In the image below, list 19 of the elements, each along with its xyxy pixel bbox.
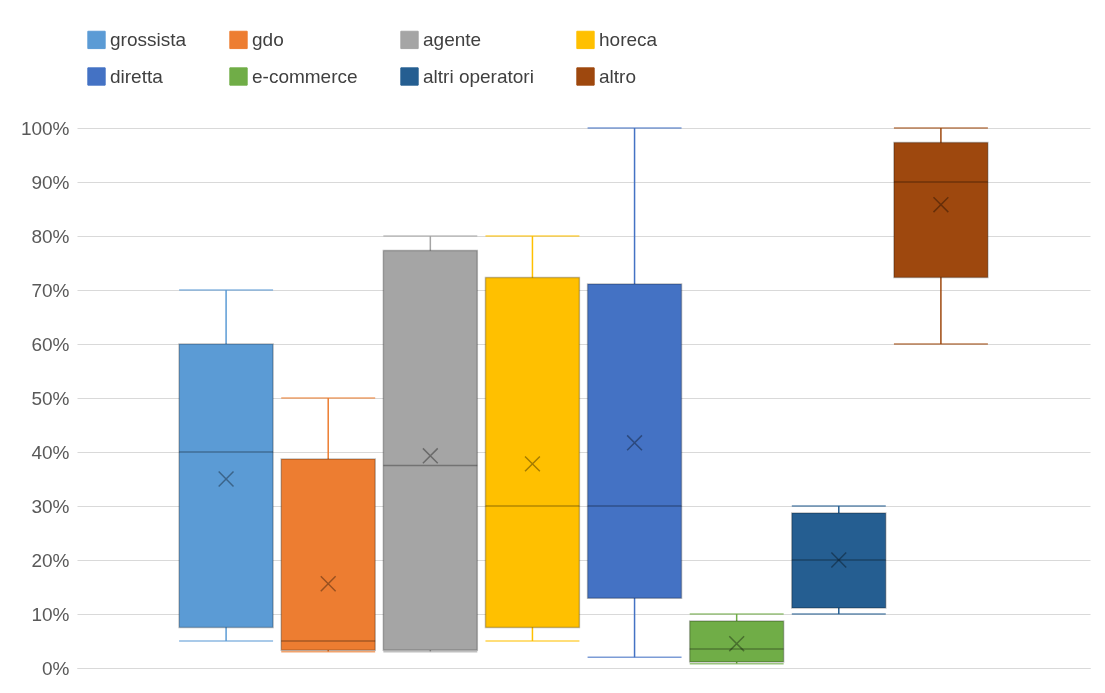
y-tick-label: 0% [42,657,70,679]
y-tick-label: 50% [31,387,70,409]
legend-label: altro [599,65,636,87]
legend-label: gdo [252,28,284,50]
y-tick-label: 30% [31,495,70,517]
y-tick-label: 100% [20,117,70,139]
y-tick-label: 70% [31,279,70,301]
y-tick-label: 80% [31,225,70,247]
legend-label: agente [423,28,482,50]
legend-label: diretta [110,65,164,87]
legend-label: e-commerce [252,65,358,87]
y-tick-label: 20% [31,549,70,571]
y-tick-label: 40% [31,441,70,463]
legend-label: altri operatori [423,65,534,87]
legend-label: horeca [599,28,658,50]
y-tick-label: 60% [31,333,70,355]
y-tick-label: 90% [31,171,70,193]
y-tick-label: 10% [31,603,70,625]
legend-label: grossista [110,28,187,50]
